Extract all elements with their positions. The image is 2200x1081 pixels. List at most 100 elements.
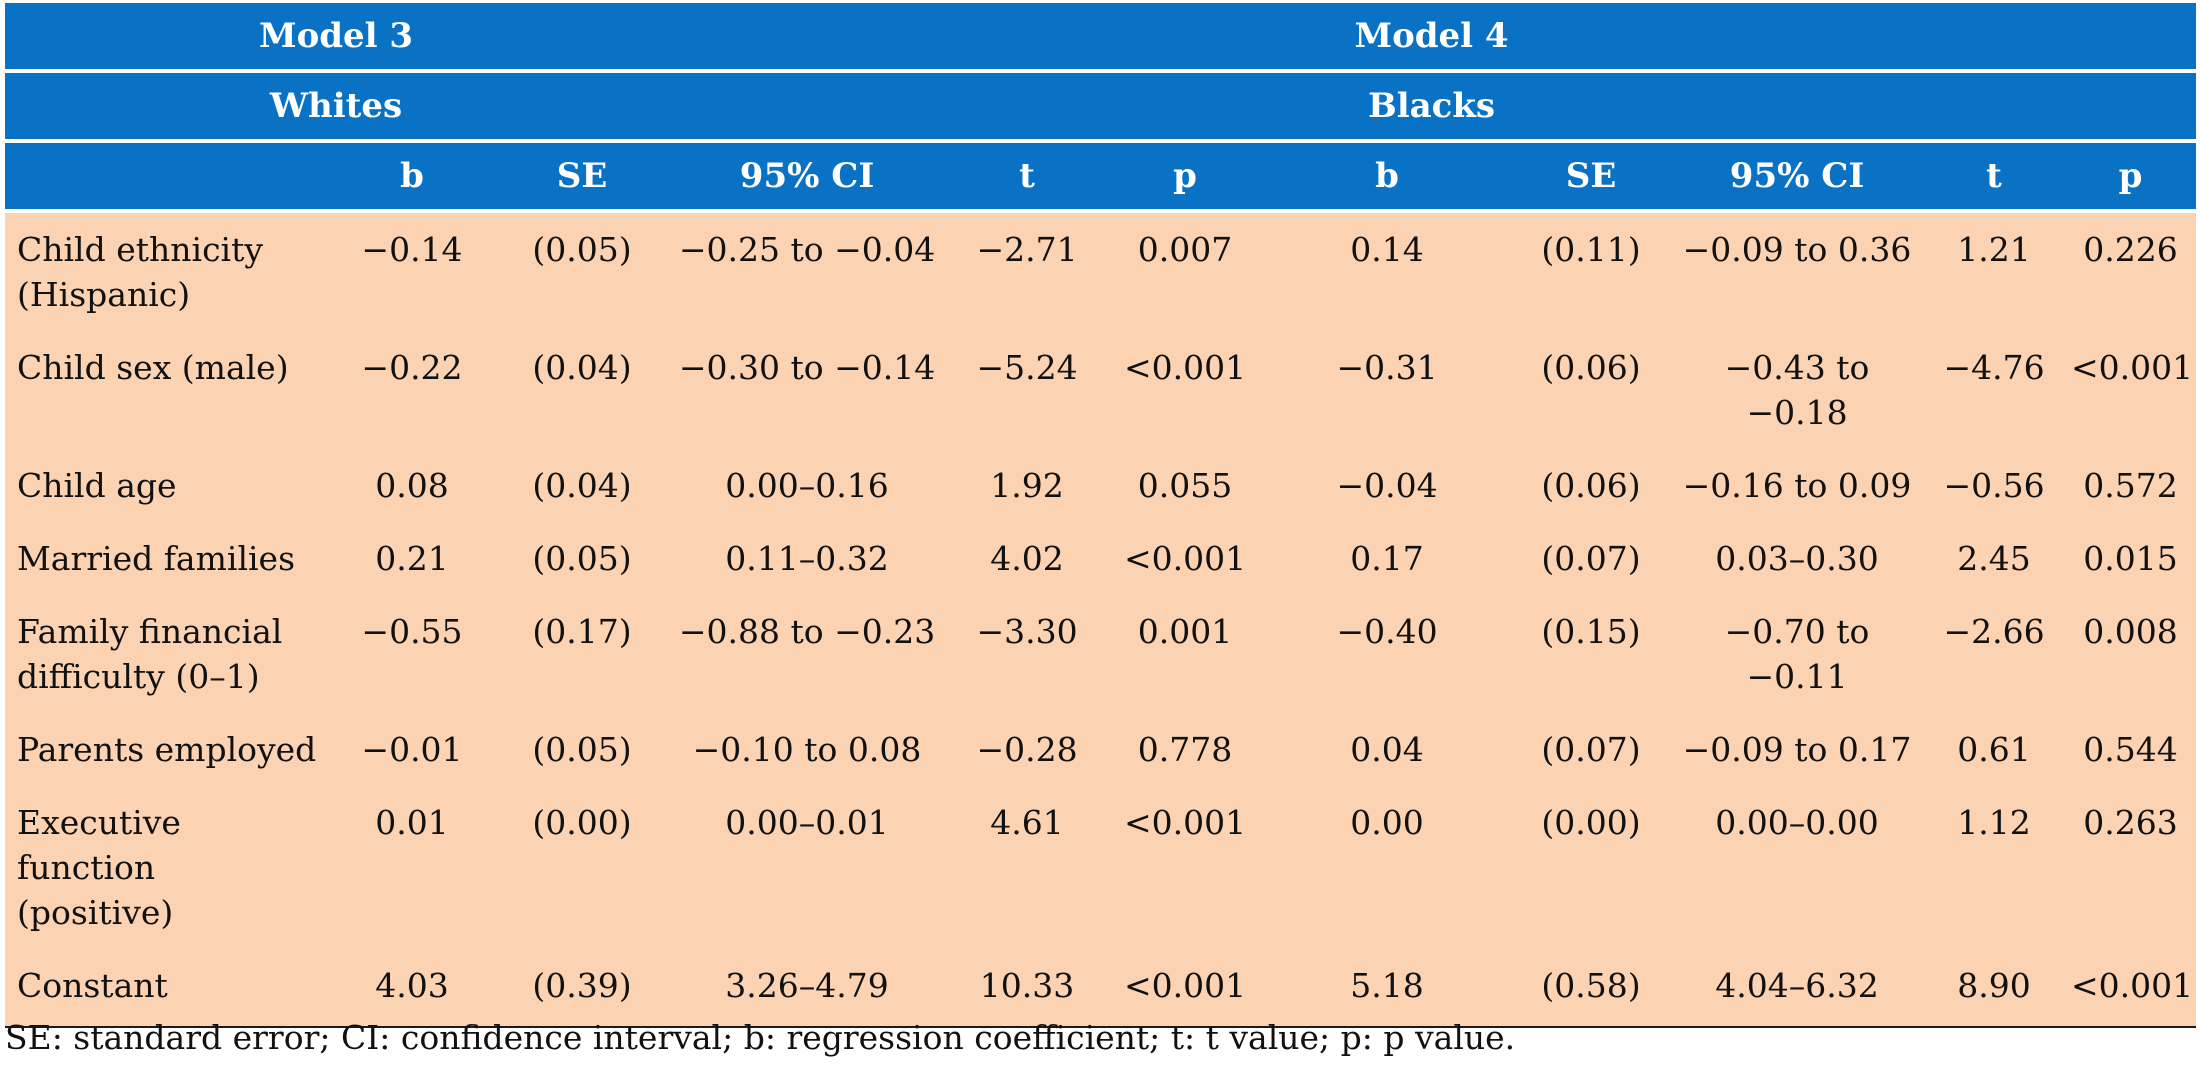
table-row: Child age 0.08 (0.04) 0.00–0.16 1.92 0.055 −0.… (5, 449, 2197, 522)
table-cell: 0.008 (2065, 595, 2197, 713)
table-row: Executive function (positive) 0.01 (0.00) 0… (5, 786, 2197, 949)
table-cell: −0.30 to −0.14 (667, 331, 948, 449)
column-header: SE (497, 141, 668, 213)
table-cell: <0.001 (1107, 331, 1264, 449)
table-cell: 4.04–6.32 (1671, 949, 1924, 1028)
table-cell: −5.24 (947, 331, 1108, 449)
table-cell: −0.04 (1263, 449, 1512, 522)
table-cell: (0.05) (497, 713, 668, 786)
table-cell: 0.007 (1107, 211, 1264, 331)
table-cell: −0.14 (327, 211, 497, 331)
table-cell: 0.572 (2065, 449, 2197, 522)
table-cell: 0.544 (2065, 713, 2197, 786)
table-cell: −3.30 (947, 595, 1108, 713)
table-cell: −4.76 (1923, 331, 2066, 449)
table-cell: 0.08 (327, 449, 497, 522)
table-cell: (0.06) (1511, 331, 1672, 449)
table-cell: (0.15) (1511, 595, 1672, 713)
table-cell: (0.04) (497, 331, 668, 449)
table-cell: (0.07) (1511, 522, 1672, 595)
table-cell: (0.17) (497, 595, 668, 713)
table-cell: −2.66 (1923, 595, 2066, 713)
table-cell: 0.055 (1107, 449, 1264, 522)
model-header-row: Model 3 Model 4 (5, 3, 2197, 73)
table-cell: (0.06) (1511, 449, 1672, 522)
table-cell: 1.92 (947, 449, 1108, 522)
population-header-row: Whites Blacks (5, 71, 2197, 143)
table-cell: −0.43 to −0.18 (1671, 331, 1924, 449)
table-cell: 1.12 (1923, 786, 2066, 949)
table-cell: (0.04) (497, 449, 668, 522)
table-row: Family financial difficulty (0–1) −0.55 (0… (5, 595, 2197, 713)
table-cell: 0.17 (1263, 522, 1512, 595)
column-header: p (2065, 141, 2197, 213)
table-cell: 0.263 (2065, 786, 2197, 949)
column-header: p (1107, 141, 1264, 213)
table-cell: <0.001 (2065, 949, 2197, 1028)
table-cell: 0.778 (1107, 713, 1264, 786)
table-cell: 4.02 (947, 522, 1108, 595)
table-cell: 1.21 (1923, 211, 2066, 331)
column-header: 95% CI (667, 141, 948, 213)
table-row: Constant 4.03 (0.39) 3.26–4.79 10.33 <0.001 5.… (5, 949, 2197, 1028)
table-cell: (0.00) (1511, 786, 1672, 949)
table-cell: 0.04 (1263, 713, 1512, 786)
table-cell: −0.70 to −0.11 (1671, 595, 1924, 713)
table-cell: 0.001 (1107, 595, 1264, 713)
table-cell: −2.71 (947, 211, 1108, 331)
table-row: Married families 0.21 (0.05) 0.11–0.32 4.02 <… (5, 522, 2197, 595)
table-cell: −0.55 (327, 595, 497, 713)
table-cell: <0.001 (1107, 786, 1264, 949)
table-cell: 0.61 (1923, 713, 2066, 786)
table-body: Child ethnicity (Hispanic) −0.14 (0.05) −0.… (5, 211, 2197, 1028)
column-header: b (1263, 141, 1512, 213)
column-header-row: b SE 95% CI t p b SE 95% CI t p (5, 141, 2197, 213)
row-label: Executive function (positive) (5, 786, 327, 949)
table-cell: 2.45 (1923, 522, 2066, 595)
table-cell: (0.11) (1511, 211, 1672, 331)
table-cell: −0.88 to −0.23 (667, 595, 948, 713)
table-cell: 0.14 (1263, 211, 1512, 331)
table-cell: 0.226 (2065, 211, 2197, 331)
blacks-header: Blacks (667, 71, 2197, 143)
row-label: Married families (5, 522, 327, 595)
table-cell: −0.09 to 0.36 (1671, 211, 1924, 331)
row-label: Child sex (male) (5, 331, 327, 449)
row-label: Constant (5, 949, 327, 1028)
table-cell: −0.28 (947, 713, 1108, 786)
table-cell: −0.31 (1263, 331, 1512, 449)
table-cell: 0.11–0.32 (667, 522, 948, 595)
table-cell: −0.01 (327, 713, 497, 786)
table-cell: (0.00) (497, 786, 668, 949)
table-cell: −0.25 to −0.04 (667, 211, 948, 331)
table-cell: −0.16 to 0.09 (1671, 449, 1924, 522)
table-cell: 4.61 (947, 786, 1108, 949)
column-header: t (947, 141, 1108, 213)
table-cell: 0.01 (327, 786, 497, 949)
table-cell: −0.09 to 0.17 (1671, 713, 1924, 786)
table-cell: 0.00 (1263, 786, 1512, 949)
table-cell: −0.10 to 0.08 (667, 713, 948, 786)
table-cell: (0.05) (497, 211, 668, 331)
row-label: Family financial difficulty (0–1) (5, 595, 327, 713)
table-cell: <0.001 (1107, 949, 1264, 1028)
column-header: t (1923, 141, 2066, 213)
table-cell: 0.015 (2065, 522, 2197, 595)
row-label: Parents employed (5, 713, 327, 786)
table-cell: 8.90 (1923, 949, 2066, 1028)
table-cell: 0.03–0.30 (1671, 522, 1924, 595)
table-row: Child ethnicity (Hispanic) −0.14 (0.05) −0.… (5, 211, 2197, 331)
table-row: Parents employed −0.01 (0.05) −0.10 to 0.08… (5, 713, 2197, 786)
table-cell: −0.22 (327, 331, 497, 449)
table-row: Child sex (male) −0.22 (0.04) −0.30 to −0.1… (5, 331, 2197, 449)
row-label: Child ethnicity (Hispanic) (5, 211, 327, 331)
table-footnote: SE: standard error; CI: confidence inter… (5, 1018, 1516, 1057)
whites-header: Whites (5, 71, 668, 143)
table-cell: (0.07) (1511, 713, 1672, 786)
table-cell: −0.40 (1263, 595, 1512, 713)
model-3-header: Model 3 (5, 3, 668, 73)
table-cell: 0.21 (327, 522, 497, 595)
row-label: Child age (5, 449, 327, 522)
table-cell: 0.00–0.00 (1671, 786, 1924, 949)
model-4-header: Model 4 (667, 3, 2197, 73)
